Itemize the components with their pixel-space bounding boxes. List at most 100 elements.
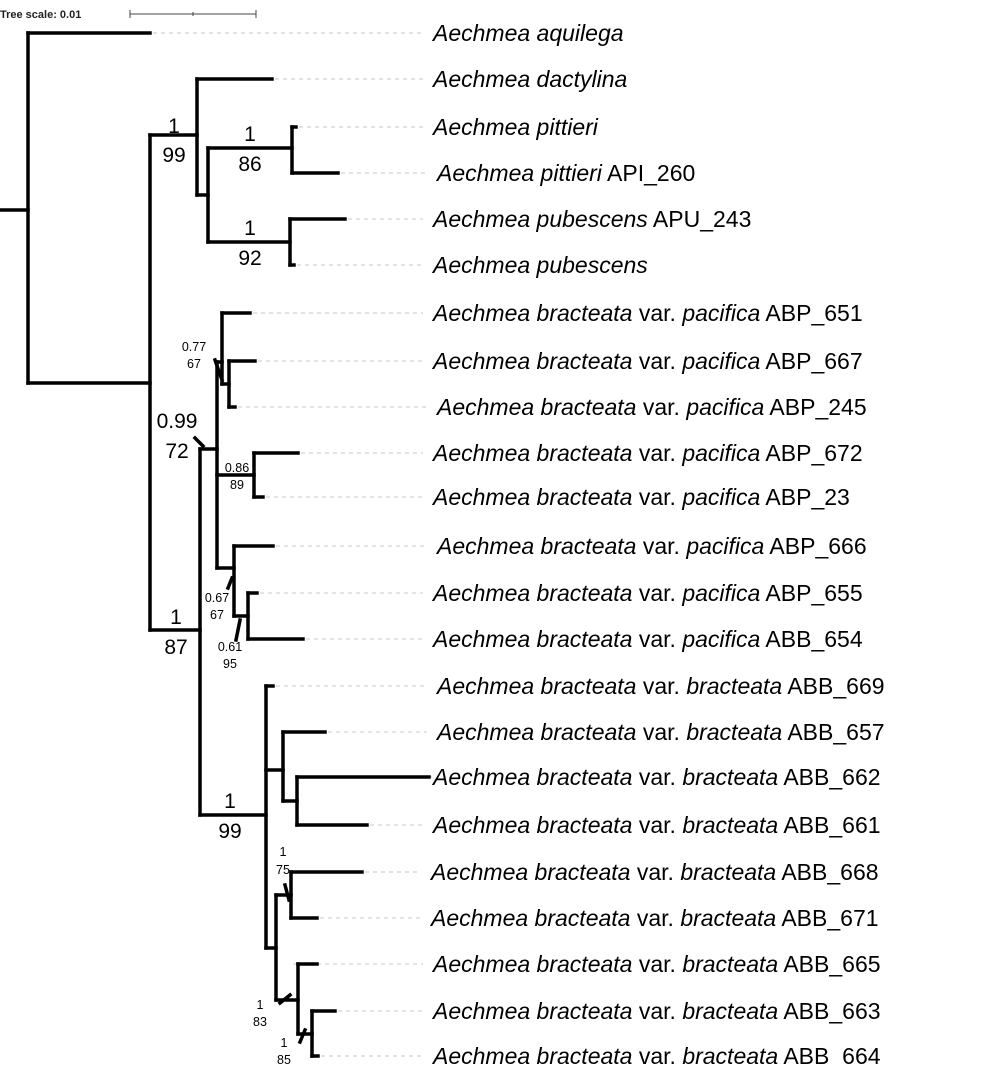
tip-label-italic: bracteata [686, 673, 782, 699]
tip-label-plain: ABB_657 [782, 719, 884, 745]
tip-label-plain: var. [632, 300, 682, 326]
tip-label-italic: Aechmea pubescens [431, 206, 648, 232]
tip-label: Aechmea bracteata var. bracteata ABB_664 [431, 1043, 881, 1067]
bootstrap-value-label: 99 [218, 820, 241, 843]
posterior-probability-label: 1 [257, 998, 264, 1012]
posterior-probability-label: 1 [244, 123, 256, 146]
tip-label-italic: Aechmea bracteata [431, 300, 632, 326]
tree-branch [225, 575, 235, 591]
posterior-probability-label: 1 [224, 790, 236, 813]
tip-label-plain: var. [632, 348, 682, 374]
tip-label-plain: ABP_666 [764, 533, 866, 559]
tip-leader-lines [153, 32, 432, 1057]
tip-label-plain: var. [632, 998, 682, 1024]
tip-label-italic: bracteata [682, 1043, 778, 1067]
tree-branch [282, 882, 292, 903]
tip-label-plain: var. [630, 859, 680, 885]
tip-label-italic: Aechmea bracteata [431, 1043, 632, 1067]
tip-label: Aechmea bracteata var. pacifica ABP_23 [431, 484, 850, 510]
tip-label-plain: var. [632, 951, 682, 977]
tip-label: Aechmea bracteata var. pacifica ABP_672 [431, 440, 863, 466]
tip-label: Aechmea bracteata var. bracteata ABB_669 [435, 673, 885, 699]
tip-label: Aechmea pittieri [431, 114, 599, 140]
tip-label-italic: pacifica [681, 484, 760, 510]
tip-label-plain: var. [632, 764, 682, 790]
tip-label-italic: pacifica [681, 300, 760, 326]
tip-label: Aechmea bracteata var. pacifica ABP_667 [431, 348, 863, 374]
bootstrap-value-label: 99 [162, 144, 185, 167]
tip-label-italic: Aechmea bracteata [435, 533, 636, 559]
tip-label-italic: Aechmea bracteata [429, 905, 630, 931]
tip-label-italic: pacifica [681, 440, 760, 466]
tip-label-plain: APU_243 [648, 206, 752, 232]
tip-label: Aechmea bracteata var. bracteata ABB_663 [431, 998, 881, 1024]
bootstrap-value-label: 86 [238, 153, 261, 176]
posterior-probability-label: 0.86 [225, 461, 249, 475]
tip-label-plain: ABP_672 [760, 440, 862, 466]
tip-label-italic: Aechmea pittieri [435, 160, 603, 186]
tip-label-italic: Aechmea aquilega [431, 20, 624, 46]
tip-label: Aechmea bracteata var. bracteata ABB_665 [431, 951, 881, 977]
tip-label: Aechmea dactylina [431, 66, 627, 92]
tip-label-plain: var. [636, 719, 686, 745]
tip-label-plain: ABB_668 [776, 859, 878, 885]
tree-branch [277, 992, 293, 1006]
tip-label-plain: ABP_245 [764, 394, 866, 420]
tip-label-italic: Aechmea bracteata [431, 440, 632, 466]
tip-label-italic: Aechmea bracteata [435, 673, 636, 699]
bootstrap-value-label: 85 [277, 1053, 291, 1067]
tip-label: Aechmea bracteata var. bracteata ABB_657 [435, 719, 885, 745]
tip-label-plain: ABB_661 [778, 812, 880, 838]
tip-label-italic: bracteata [682, 764, 778, 790]
tip-label-italic: Aechmea bracteata [435, 394, 636, 420]
tip-label-plain: var. [632, 580, 682, 606]
tip-label-italic: bracteata [682, 812, 778, 838]
tip-label-plain: var. [636, 533, 686, 559]
tip-label-italic: bracteata [682, 951, 778, 977]
tip-label: Aechmea bracteata var. bracteata ABB_668 [429, 859, 879, 885]
bootstrap-value-label: 87 [164, 636, 187, 659]
tip-label-plain: ABB_665 [778, 951, 880, 977]
tip-label-italic: Aechmea bracteata [435, 719, 636, 745]
tip-label-plain: ABB_663 [778, 998, 880, 1024]
tip-label: Aechmea bracteata var. pacifica ABP_245 [435, 394, 867, 420]
tree-scale-label: Tree scale: 0.01 [0, 9, 81, 21]
posterior-probability-label: 0.61 [218, 640, 242, 654]
bootstrap-value-label: 89 [230, 478, 244, 492]
tip-label-plain: var. [632, 484, 682, 510]
tip-label-plain: var. [636, 673, 686, 699]
tip-label-italic: Aechmea pittieri [431, 114, 599, 140]
tip-label-italic: pacifica [681, 348, 760, 374]
tree-branch [212, 357, 225, 383]
tree-branch [192, 435, 206, 449]
tip-label-italic: Aechmea bracteata [431, 626, 632, 652]
tip-label-italic: Aechmea bracteata [431, 998, 632, 1024]
tree-branch [297, 1027, 308, 1045]
bootstrap-value-label: 67 [210, 608, 224, 622]
tip-label-italic: Aechmea bracteata [431, 951, 632, 977]
tip-label-italic: pacifica [681, 626, 760, 652]
tip-label-plain: API_260 [602, 160, 695, 186]
tip-label-plain: ABP_23 [760, 484, 850, 510]
tip-label-italic: bracteata [680, 905, 776, 931]
tip-label-italic: Aechmea bracteata [431, 580, 632, 606]
tip-label-italic: bracteata [680, 859, 776, 885]
posterior-probability-label: 1 [170, 606, 182, 629]
bootstrap-value-label: 92 [238, 247, 261, 270]
posterior-probability-label: 0.99 [157, 410, 198, 433]
tip-label-italic: Aechmea bracteata [431, 812, 632, 838]
bootstrap-value-label: 72 [165, 440, 188, 463]
tip-label-plain: ABP_667 [760, 348, 862, 374]
tip-label-plain: var. [636, 394, 686, 420]
tip-label-italic: Aechmea bracteata [431, 484, 632, 510]
tip-label-plain: ABB_669 [782, 673, 884, 699]
tip-label-italic: pacifica [681, 580, 760, 606]
tip-label-plain: var. [632, 812, 682, 838]
posterior-probability-label: 1 [280, 845, 287, 859]
tip-label-italic: pacifica [685, 533, 764, 559]
bootstrap-value-label: 95 [223, 657, 237, 671]
tip-label-plain: ABB_664 [778, 1043, 881, 1067]
tip-label-italic: Aechmea bracteata [431, 764, 632, 790]
tip-label-plain: ABB_662 [778, 764, 880, 790]
tip-label-plain: ABP_655 [760, 580, 862, 606]
